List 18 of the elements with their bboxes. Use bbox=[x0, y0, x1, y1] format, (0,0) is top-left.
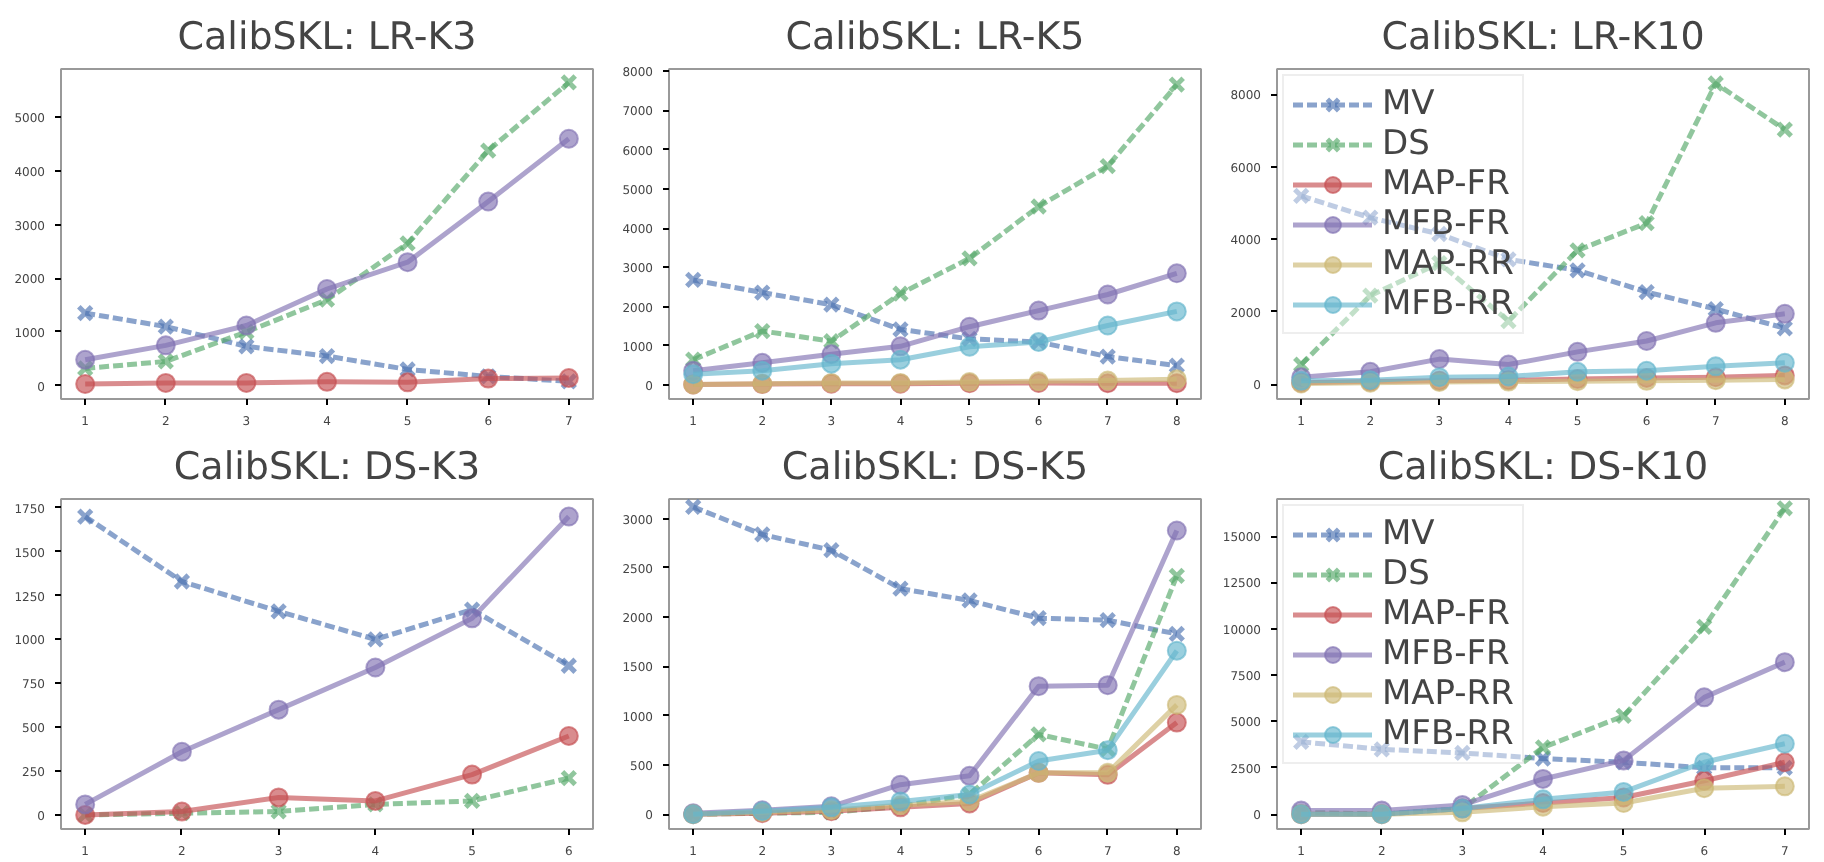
legend-label: MAP-FR bbox=[1382, 164, 1510, 204]
legend-label: DS bbox=[1382, 124, 1430, 164]
chart-title: CalibSKL: LR-K5 bbox=[785, 15, 1085, 59]
legend-label: MAP-FR bbox=[1382, 594, 1510, 634]
legend-label: MAP-RR bbox=[1382, 244, 1514, 284]
legend-label: MFB-FR bbox=[1382, 634, 1510, 674]
legend-label: MV bbox=[1382, 84, 1435, 124]
chart-title: CalibSKL: LR-K10 bbox=[1381, 15, 1705, 59]
chart-title: CalibSKL: DS-K10 bbox=[1377, 445, 1709, 489]
legend-label: MFB-RR bbox=[1382, 714, 1514, 754]
legend-label: MFB-RR bbox=[1382, 284, 1514, 324]
legend-label: MFB-FR bbox=[1382, 204, 1510, 244]
chart-title: CalibSKL: DS-K3 bbox=[173, 445, 481, 489]
chart-title: CalibSKL: LR-K3 bbox=[177, 15, 477, 59]
legend-label: MAP-RR bbox=[1382, 674, 1514, 714]
legend-label: MV bbox=[1382, 514, 1435, 554]
chart-title: CalibSKL: DS-K5 bbox=[781, 445, 1089, 489]
legend-label: DS bbox=[1382, 554, 1430, 594]
